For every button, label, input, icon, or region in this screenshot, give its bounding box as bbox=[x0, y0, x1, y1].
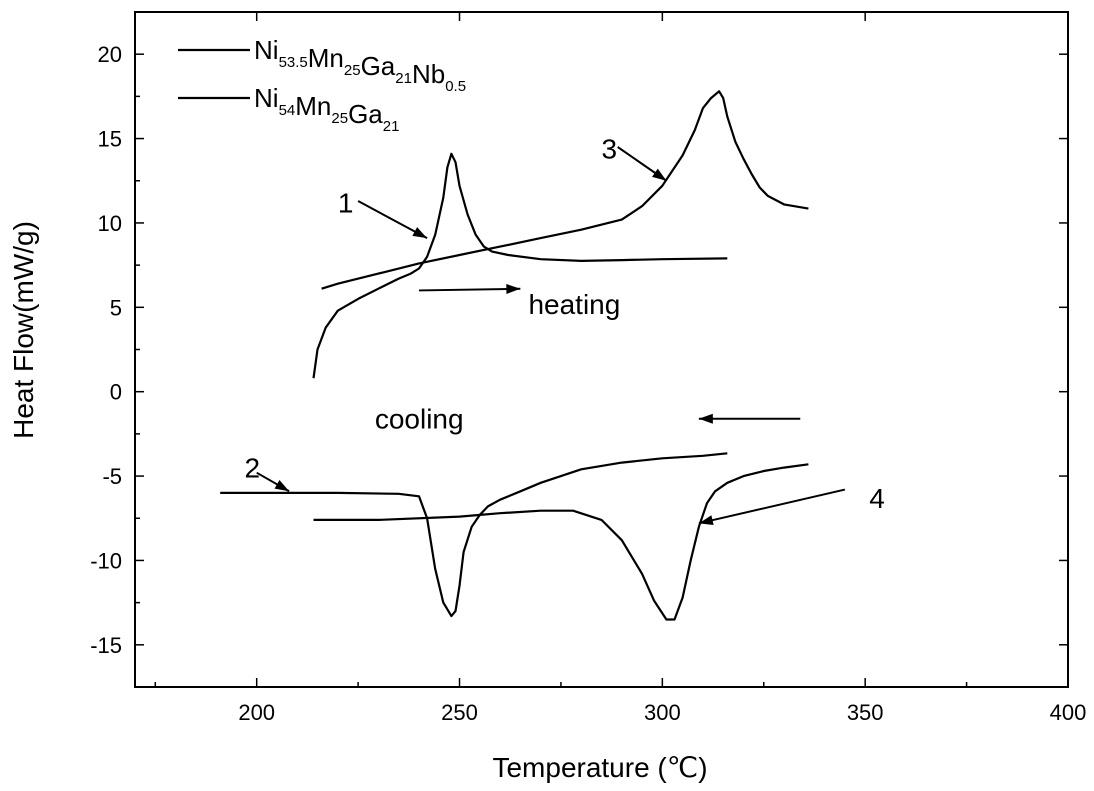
annotations: 1 2 3 4 heating cooling bbox=[245, 134, 885, 526]
y-tick-label: 5 bbox=[110, 295, 122, 320]
x-tick-label: 300 bbox=[644, 700, 681, 725]
annotation-arrow bbox=[698, 488, 846, 525]
annotation-arrowhead bbox=[274, 479, 290, 492]
annotation-arrowhead bbox=[698, 515, 714, 526]
x-axis-label: Temperature (℃) bbox=[492, 752, 707, 783]
annotation-arrowhead bbox=[652, 168, 667, 181]
annotation-arrow bbox=[418, 287, 521, 292]
annotation-arrowhead bbox=[412, 227, 428, 239]
series-1-cooling-curve bbox=[313, 463, 809, 621]
data-curves bbox=[220, 90, 809, 621]
axis-ticks: 200 250 300 350 400 20 15 10 5 0 -5 -10 -15 bbox=[90, 11, 1087, 725]
annotation-label: heating bbox=[528, 289, 620, 320]
y-axis-label: Heat Flow(mW/g) bbox=[8, 221, 39, 439]
y-tick-label: 20 bbox=[98, 42, 122, 67]
y-tick-label: -10 bbox=[90, 548, 122, 573]
y-tick-label: 15 bbox=[98, 127, 122, 152]
y-tick-label: -5 bbox=[102, 464, 122, 489]
series-1-heating-curve bbox=[321, 90, 809, 290]
y-tick-label: 10 bbox=[98, 211, 122, 236]
annotation-label: 1 bbox=[338, 188, 354, 219]
annotation-label: 3 bbox=[602, 134, 618, 165]
y-tick-label: 0 bbox=[110, 380, 122, 405]
x-tick-label: 250 bbox=[441, 700, 478, 725]
annotation-arrowhead bbox=[506, 283, 521, 294]
plot-axes bbox=[134, 11, 1069, 688]
annotation-label: cooling bbox=[375, 404, 464, 435]
x-tick-label: 350 bbox=[847, 700, 884, 725]
annotation-label: 4 bbox=[869, 483, 885, 514]
annotation-label: 2 bbox=[245, 453, 261, 484]
legend-label-1: Ni54Mn25Ga21 bbox=[254, 83, 399, 135]
plot-frame bbox=[134, 11, 1069, 688]
series-0-heating-curve bbox=[312, 152, 728, 379]
y-tick-label: -15 bbox=[90, 633, 122, 658]
x-tick-label: 200 bbox=[238, 700, 275, 725]
legend-label-0: Ni53.5Mn25Ga21Nb0.5 bbox=[254, 35, 466, 95]
series-0-cooling-curve bbox=[220, 452, 728, 618]
x-tick-label: 400 bbox=[1050, 700, 1087, 725]
annotation-arrowhead bbox=[698, 413, 713, 424]
